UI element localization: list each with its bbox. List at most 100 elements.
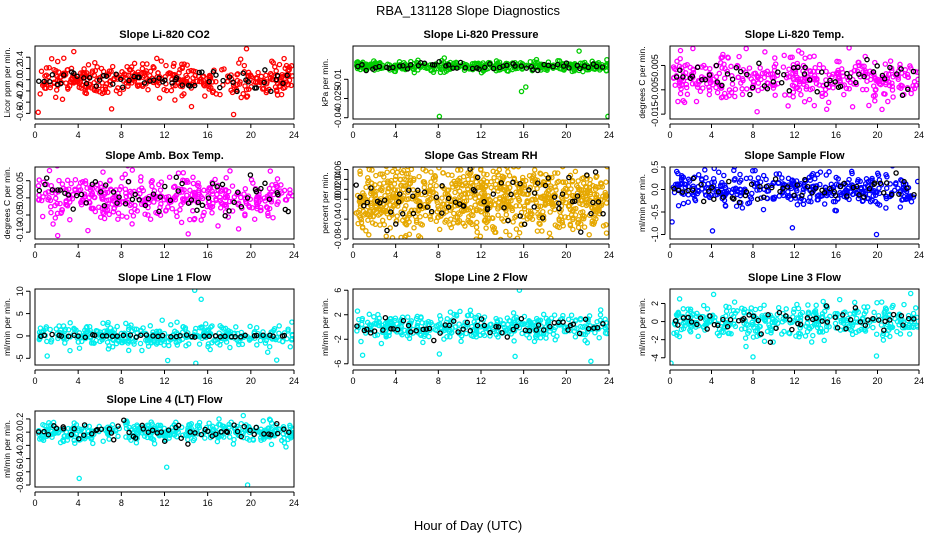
data-point [288,82,294,89]
data-point [881,310,887,316]
highlight-point [535,180,541,186]
data-point [853,315,860,322]
data-point [357,203,364,209]
data-point [115,216,121,222]
data-point [184,192,190,199]
data-point [109,201,115,207]
data-point [59,96,66,103]
x-tick-label: 16 [831,376,841,386]
highlight-point [852,305,859,311]
data-point [467,194,474,200]
data-point [580,68,586,75]
y-tick-label: 2 [333,312,343,317]
data-point [49,189,55,196]
data-point [255,69,261,76]
data-point [219,324,225,331]
data-point [724,68,730,75]
outlier-point [512,353,518,360]
data-point [858,326,865,333]
highlight-point [376,63,383,70]
data-point [556,217,563,224]
highlight-point [83,80,90,87]
data-point [200,82,207,88]
x-tick-label: 16 [203,376,213,386]
x-tick-label: 8 [119,130,124,140]
data-point [889,324,896,331]
highlight-point [364,199,371,206]
data-point [107,186,114,192]
data-point [430,175,437,181]
highlight-point [424,204,431,210]
data-point [798,195,805,202]
highlight-point [226,74,233,80]
data-point [750,334,757,340]
data-point [573,182,580,189]
data-point [215,223,221,229]
data-point [383,331,389,338]
highlight-point [600,321,606,327]
data-points [353,167,609,239]
highlight-point [856,192,862,198]
panel-title: Slope Li-820 Temp. [745,29,844,41]
data-point [871,71,877,78]
data-point [220,333,226,340]
data-point [54,200,60,207]
data-point [780,64,787,70]
data-point [427,214,433,220]
data-point [64,177,71,184]
highlight-point [837,83,844,90]
highlight-point [801,71,808,77]
data-point [761,74,768,81]
data-point [804,320,811,327]
data-point [571,68,578,74]
data-point [165,339,172,345]
highlight-point [439,210,445,216]
data-point [504,167,510,170]
data-point [548,198,555,205]
highlight-point [843,325,849,332]
highlight-point [49,187,56,193]
data-point [798,91,804,98]
data-point [123,190,129,196]
data-point [706,193,712,199]
highlight-point [71,70,77,77]
data-point [783,74,790,81]
data-point [366,232,372,238]
outlier-point [54,232,61,239]
highlight-point [244,195,251,201]
highlight-point [839,312,846,318]
data-point [387,225,393,231]
data-point [243,94,250,100]
data-point [417,331,423,337]
highlight-point [126,77,132,84]
highlight-point [132,191,138,198]
highlight-point [110,81,116,87]
data-point [207,346,213,353]
highlight-point [415,187,421,194]
data-point [47,84,54,91]
data-point [151,199,157,205]
highlight-point [169,80,175,86]
data-point [240,91,246,97]
highlight-point [724,71,731,77]
highlight-point [54,81,61,88]
panel-title: Slope Line 3 Flow [748,272,841,284]
highlight-point [474,322,481,329]
data-point [751,79,757,85]
highlight-point [159,332,166,339]
data-point [801,77,808,83]
data-point [494,319,501,325]
data-point [905,74,911,80]
highlight-point [827,185,833,192]
highlight-point [382,314,389,321]
data-point [179,64,185,71]
data-point [399,170,405,176]
data-point [731,177,738,183]
x-tick-label: 8 [436,376,441,386]
outlier-point [873,231,880,238]
data-point [201,209,207,216]
highlight-point [566,65,572,71]
data-point [392,176,399,183]
data-point [583,184,590,191]
data-point [369,167,375,173]
